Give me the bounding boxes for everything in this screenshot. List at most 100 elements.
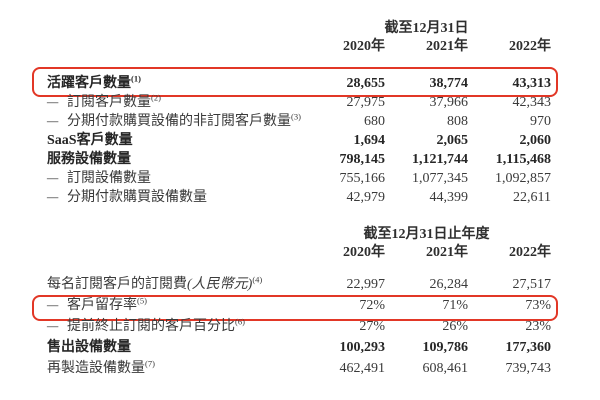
- table-row: – 客戶留存率(5) 72% 71% 73%: [32, 295, 558, 321]
- table-row: 售出設備數量 100,293 109,786 177,360: [47, 337, 551, 358]
- row-value: 22,611: [513, 190, 551, 205]
- row-label: – 提前終止訂閱的客戶百分比(6): [47, 316, 302, 337]
- row-label: 售出設備數量: [47, 337, 302, 358]
- row-value: 798,145: [339, 152, 386, 167]
- row-label-text: 活躍客戶數量: [47, 76, 131, 91]
- row-value: 42,343: [512, 95, 552, 110]
- label-spacer: [47, 38, 302, 56]
- table-row: 再製造設備數量(7) 462,491 608,461 739,743: [47, 358, 551, 379]
- footnote-marker: (1): [131, 73, 141, 84]
- footnote-marker: (3): [291, 111, 301, 122]
- footnote-marker: (2): [151, 92, 161, 103]
- table-as-of-dec31: 截至12月31日 2020年 2021年 2022年 活躍客戶數量(1) 28,6…: [0, 20, 600, 207]
- row-value: 680: [364, 114, 385, 129]
- row-value: 26%: [442, 319, 468, 334]
- row-value: 23%: [525, 319, 551, 334]
- row-label: 服務設備數量: [47, 150, 302, 169]
- row-label: SaaS客戶數量: [47, 131, 302, 150]
- row-value: 970: [530, 114, 551, 129]
- row-label: 再製造設備數量(7): [47, 358, 302, 379]
- row-value: 26,284: [429, 277, 469, 292]
- row-label-text: 每名訂閱客戶的訂閱費: [47, 277, 187, 292]
- table-rows-0: 活躍客戶數量(1) 28,655 38,774 43,313– 訂閱客戶數量(2) 27,…: [32, 67, 558, 207]
- footnote-marker: (4): [252, 274, 263, 285]
- row-value: 1,077,345: [412, 171, 468, 186]
- footnote-marker: (6): [235, 316, 245, 327]
- table-row: – 訂閱設備數量 755,166 1,077,345 1,092,857: [47, 169, 551, 188]
- row-value: 38,774: [429, 76, 469, 91]
- row-value: 109,786: [422, 340, 469, 355]
- row-value: 27,975: [346, 95, 386, 110]
- row-label: 每名訂閱客戶的訂閱費(人民幣元)(4): [47, 274, 302, 295]
- year-column-2020: 2020年: [343, 39, 385, 54]
- table-rows-1: 每名訂閱客戶的訂閱費(人民幣元)(4) 22,997 26,284 27,517 – 客戶…: [32, 274, 558, 379]
- row-value: 808: [447, 114, 468, 129]
- year-column-2022: 2022年: [509, 39, 551, 54]
- year-columns: 2020年 2021年 2022年: [47, 244, 551, 262]
- row-label-text: 訂閱客戶數量: [67, 95, 151, 110]
- row-value: 42,979: [346, 190, 386, 205]
- row-value: 739,743: [505, 361, 552, 376]
- row-value: 2,065: [436, 133, 469, 148]
- row-value: 1,694: [353, 133, 386, 148]
- row-label-text: 客戶留存率: [67, 298, 137, 313]
- row-value: 71%: [442, 298, 468, 313]
- table-row: 每名訂閱客戶的訂閱費(人民幣元)(4) 22,997 26,284 27,517: [47, 274, 551, 295]
- period-header: 截至12月31日止年度: [363, 227, 490, 242]
- dash-prefix: –: [47, 190, 59, 205]
- table-row: – 分期付款購買設備數量 42,979 44,399 22,611: [47, 188, 551, 207]
- row-label: – 分期付款購買設備數量: [47, 188, 302, 207]
- row-value: 100,293: [339, 340, 386, 355]
- row-label: – 客戶留存率(5): [47, 295, 302, 316]
- row-label-text: 售出設備數量: [47, 340, 131, 355]
- year-column-2020: 2020年: [343, 245, 385, 260]
- table-row: – 提前終止訂閱的客戶百分比(6) 27% 26% 23%: [47, 316, 551, 337]
- row-label: – 分期付款購買設備的非訂閱客戶數量(3): [47, 112, 302, 131]
- row-value: 72%: [359, 298, 385, 313]
- row-value: 1,115,468: [495, 152, 551, 167]
- row-label-text: 訂閱設備數量: [67, 171, 151, 186]
- row-value: 1,121,744: [412, 152, 468, 167]
- dash-prefix: –: [47, 298, 59, 313]
- row-label: 活躍客戶數量(1): [47, 74, 302, 93]
- row-value: 1,092,857: [495, 171, 551, 186]
- row-value: 462,491: [339, 361, 386, 376]
- row-label-text: 提前終止訂閱的客戶百分比: [67, 319, 235, 334]
- row-label-text: 分期付款購買設備數量: [67, 190, 207, 205]
- row-value: 22,997: [346, 277, 386, 292]
- row-value: 608,461: [422, 361, 469, 376]
- row-label-text: SaaS客戶數量: [47, 133, 133, 148]
- row-label: – 訂閱設備數量: [47, 169, 302, 188]
- year-column-2021: 2021年: [426, 39, 468, 54]
- table-row: 服務設備數量 798,145 1,121,744 1,115,468: [47, 150, 551, 169]
- row-label: – 訂閱客戶數量(2): [47, 93, 302, 112]
- table-row: SaaS客戶數量 1,694 2,065 2,060: [47, 131, 551, 150]
- row-value: 28,655: [346, 76, 386, 91]
- row-value: 27,517: [512, 277, 552, 292]
- dash-prefix: –: [47, 114, 59, 129]
- dash-prefix: –: [47, 95, 59, 110]
- row-value: 27%: [359, 319, 385, 334]
- row-value: 2,060: [519, 133, 552, 148]
- row-value: 755,166: [339, 171, 386, 186]
- dash-prefix: –: [47, 319, 59, 334]
- year-column-2021: 2021年: [426, 245, 468, 260]
- row-label-text: 再製造設備數量: [47, 361, 145, 376]
- table-row: – 分期付款購買設備的非訂閱客戶數量(3) 680 808 970: [47, 112, 551, 131]
- row-value: 73%: [525, 298, 551, 313]
- dash-prefix: –: [47, 171, 59, 186]
- table-year-ended-dec31: 截至12月31日止年度 2020年 2021年 2022年 每名訂閱客戶的訂閱費…: [0, 226, 600, 379]
- row-value: 37,966: [429, 95, 469, 110]
- row-label-text: 服務設備數量: [47, 152, 131, 167]
- footnote-marker: (5): [137, 295, 147, 306]
- table-row: 活躍客戶數量(1) 28,655 38,774 43,313: [32, 67, 558, 97]
- row-value: 177,360: [505, 340, 552, 355]
- year-columns: 2020年 2021年 2022年: [47, 38, 551, 56]
- label-spacer: [47, 244, 302, 262]
- row-label-unit: (人民幣元): [187, 277, 253, 292]
- period-header: 截至12月31日: [384, 21, 469, 36]
- table-row: – 訂閱客戶數量(2) 27,975 37,966 42,343: [47, 93, 551, 112]
- year-column-2022: 2022年: [509, 245, 551, 260]
- footnote-marker: (7): [145, 358, 155, 369]
